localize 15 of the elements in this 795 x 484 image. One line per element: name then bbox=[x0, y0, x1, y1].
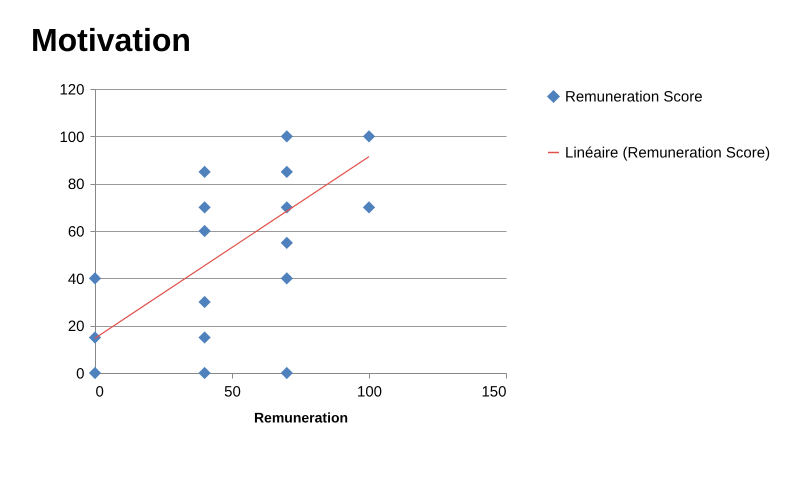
x-tick-label: 50 bbox=[224, 384, 241, 400]
legend-label: Linéaire (Remuneration Score) bbox=[565, 144, 770, 162]
y-tick-label: 100 bbox=[59, 128, 84, 146]
y-tick-label: 120 bbox=[59, 82, 84, 98]
x-axis-title: Remuneration bbox=[254, 410, 348, 426]
x-tick-label: 0 bbox=[96, 384, 104, 400]
chart-title: Motivation bbox=[30, 22, 191, 58]
x-tick-label: 150 bbox=[481, 384, 506, 400]
legend-label: Remuneration Score bbox=[565, 88, 703, 106]
y-tick-label: 20 bbox=[68, 318, 84, 336]
y-tick-label: 0 bbox=[76, 366, 84, 382]
x-tick-label: 100 bbox=[356, 384, 382, 400]
y-tick-label: 60 bbox=[68, 224, 84, 240]
y-tick-label: 40 bbox=[68, 270, 84, 288]
y-tick-label: 80 bbox=[68, 176, 84, 194]
